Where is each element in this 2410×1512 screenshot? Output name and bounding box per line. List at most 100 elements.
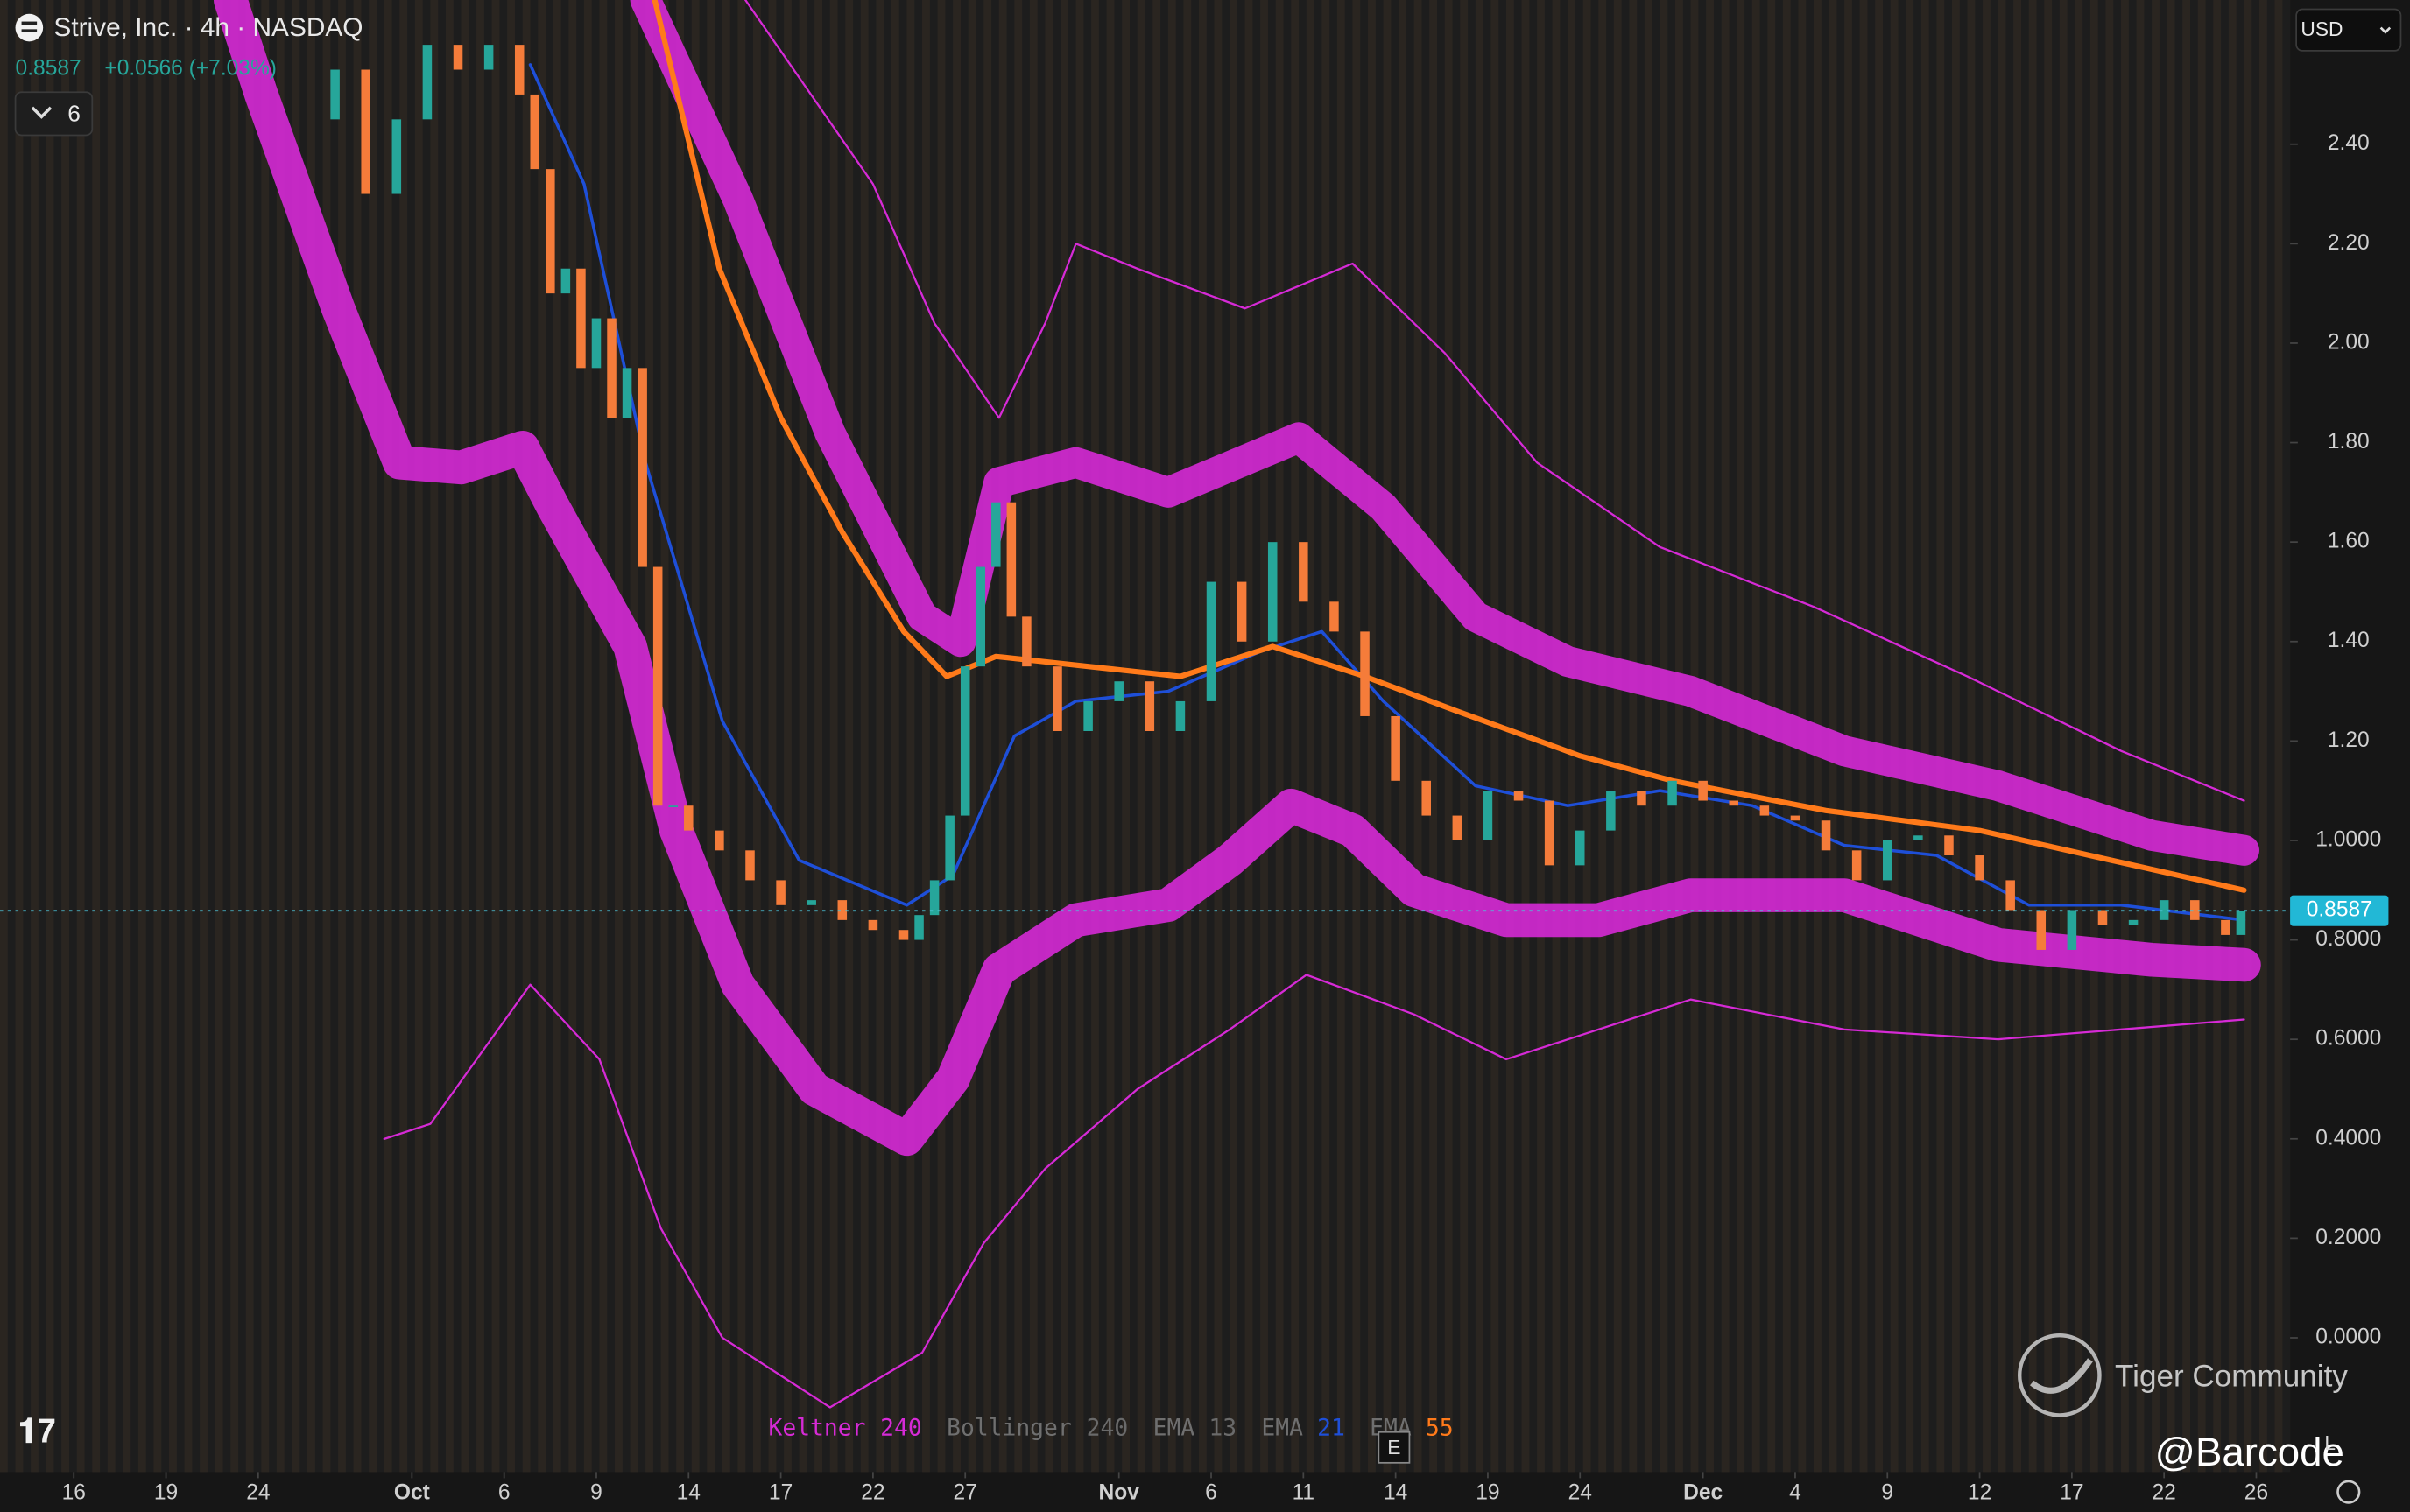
x-tick-label: Nov: [1099, 1480, 1140, 1504]
candle-body: [1851, 850, 1862, 881]
candle-body: [914, 915, 924, 940]
log-toggle[interactable]: L: [2324, 1431, 2336, 1454]
event-marker-box[interactable]: [1378, 1431, 1411, 1464]
candle-body: [2236, 911, 2246, 935]
x-tick-label: 17: [2060, 1480, 2083, 1504]
candle-body: [2159, 900, 2169, 920]
candle-body: [1299, 542, 1308, 602]
candle-body: [422, 45, 433, 120]
legend-length: 240: [880, 1416, 922, 1442]
candle-body: [1975, 855, 1984, 881]
y-tick-label: 2.20: [2328, 231, 2370, 255]
tv-logo: 𝟏7: [18, 1413, 56, 1451]
currency: USD: [2301, 18, 2343, 40]
x-tick-label: 24: [246, 1480, 270, 1504]
candle-body: [684, 805, 694, 831]
legend-name: EMA: [1153, 1416, 1195, 1442]
candle-body: [2221, 919, 2230, 935]
watermark: Tiger Community: [2115, 1360, 2348, 1394]
currency-select[interactable]: [2295, 8, 2402, 52]
candle-body: [868, 919, 878, 931]
candle-body: [1637, 791, 1646, 806]
candle-body: [1821, 820, 1831, 851]
x-tick-label: 26: [2244, 1480, 2268, 1504]
y-tick-label: 0.2000: [2315, 1226, 2381, 1249]
candle-body: [1606, 791, 1616, 831]
x-tick-label: 19: [154, 1480, 178, 1504]
indicator-toggle[interactable]: [14, 91, 94, 137]
candle-body: [1022, 616, 1032, 667]
x-tick-label: 14: [1384, 1480, 1407, 1504]
legend-name: Keltner: [769, 1416, 866, 1442]
candle-body: [1544, 800, 1554, 866]
indicator-line: [744, 0, 2245, 802]
candle-body: [945, 815, 955, 881]
candle-body: [1145, 681, 1155, 732]
price-change: +0.0566 (+7.03%): [104, 56, 277, 80]
candle-body: [1913, 835, 1923, 840]
legend-length: 240: [1087, 1416, 1129, 1442]
plot-area: [0, 0, 2291, 1473]
indicator-line: [383, 974, 2245, 1409]
candle-body: [1483, 791, 1493, 840]
plot: [0, 0, 2291, 1409]
candle-body: [1452, 815, 1462, 840]
symbol-title: Strive, Inc. · 4h · NASDAQ: [53, 13, 363, 42]
candle-body: [514, 45, 525, 95]
candle-body: [1360, 631, 1370, 716]
candle-body: [2067, 910, 2077, 950]
legend-length: 55: [1426, 1416, 1454, 1442]
y-tick-label: 1.40: [2328, 629, 2370, 652]
logo-mark: [21, 21, 38, 25]
candle-body: [1329, 601, 1339, 632]
last-price-label: 0.8587: [2307, 898, 2372, 922]
candle-body: [898, 930, 909, 940]
symbol-logo: [15, 13, 44, 42]
candle-body: [1053, 666, 1062, 732]
logo-mark: [21, 29, 38, 32]
indicator-line: [652, 0, 2247, 893]
candle-body: [330, 69, 340, 120]
candle-body: [668, 805, 678, 807]
x-tick-label: 6: [1205, 1480, 1217, 1504]
y-tick-label: 0.6000: [2315, 1027, 2381, 1051]
candle-body: [745, 850, 755, 881]
candle-body: [1237, 581, 1247, 642]
candle-body: [2036, 910, 2047, 950]
x-tick-label: Dec: [1683, 1480, 1723, 1504]
y-tick-label: 0.8000: [2315, 927, 2381, 951]
candle-body: [1391, 715, 1400, 781]
candle-body: [929, 880, 940, 916]
x-tick-label: 6: [498, 1480, 511, 1504]
candle-body: [715, 830, 724, 851]
legend-length: 21: [1317, 1416, 1345, 1442]
candle-body: [1729, 800, 1739, 806]
last-price-tag: [2290, 895, 2389, 926]
x-tick-label: 17: [769, 1480, 793, 1504]
candle-body: [1006, 502, 1017, 617]
chevron: [2379, 26, 2392, 34]
last-price: 0.8587: [16, 56, 81, 80]
candle-body: [1944, 835, 1954, 856]
candle-body: [638, 368, 647, 567]
y-tick-label: 0.0000: [2315, 1325, 2381, 1348]
candle-body: [976, 566, 986, 667]
y-tick-label: 2.00: [2328, 330, 2370, 354]
y-tick-label: 1.60: [2328, 530, 2370, 553]
candle-body: [1513, 791, 1524, 801]
candle-body: [560, 268, 571, 294]
y-tick-label: 0.4000: [2315, 1126, 2381, 1150]
candle-body: [453, 45, 463, 70]
candle-body: [1114, 681, 1124, 701]
x-tick-label: 16: [62, 1480, 86, 1504]
candle-body: [483, 45, 494, 70]
candle-body: [991, 502, 1001, 567]
candle-body: [1083, 700, 1093, 732]
settings-icon[interactable]: [2336, 1480, 2361, 1504]
candle-body: [1175, 700, 1186, 732]
x-tick-label: 19: [1476, 1480, 1499, 1504]
watermark-logo: [2018, 1333, 2102, 1417]
candle-body: [1883, 840, 1892, 881]
